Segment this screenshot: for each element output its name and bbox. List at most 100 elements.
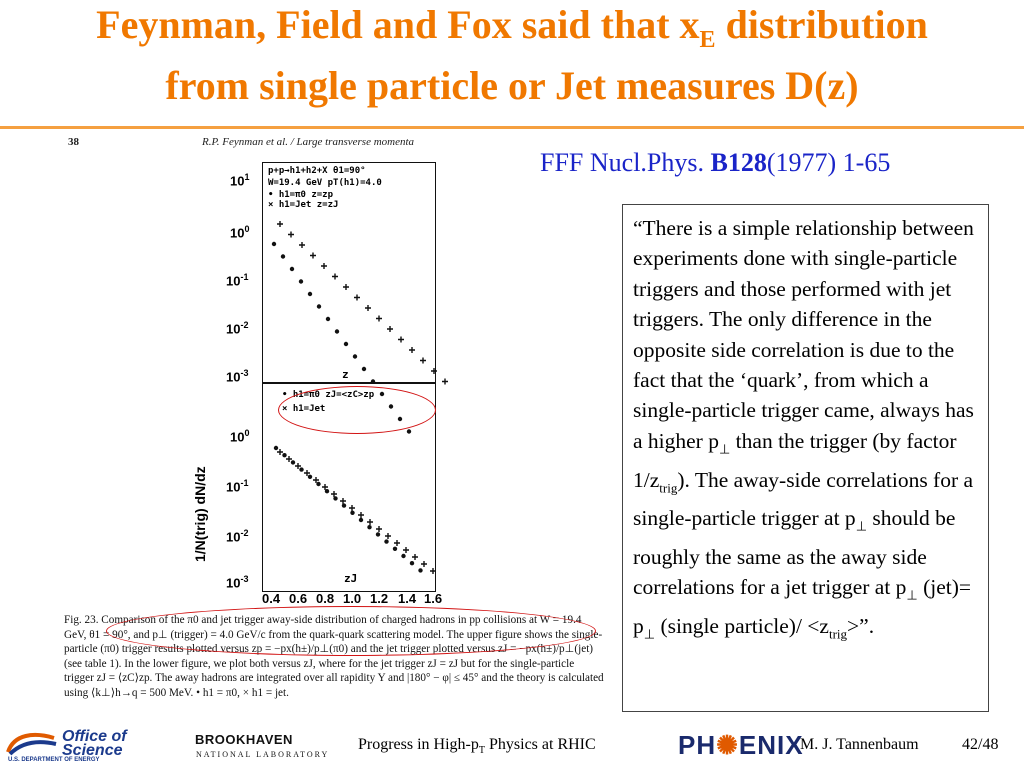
trig-subscript: trig	[828, 626, 848, 642]
legend-upper-4: × h1=Jet z=zJ	[268, 200, 339, 210]
data-point-dot	[325, 316, 331, 322]
quote-text: should be roughly the same as the away s…	[633, 506, 956, 600]
perp-symbol: ⊥	[855, 518, 868, 534]
citation-prefix: FFF Nucl.Phys.	[540, 148, 711, 177]
data-point-cross	[310, 252, 316, 259]
quote-text: (jet)= p	[633, 575, 972, 639]
data-point-dot	[392, 546, 398, 551]
legend-upper-2: W=19.4 GeV pT(h1)=4.0	[268, 178, 382, 188]
x-tick: 0.4	[262, 591, 281, 606]
data-point-cross	[313, 477, 319, 483]
y-tick: 10-1	[226, 272, 249, 289]
phenix-logo: PH✺ENIX	[678, 730, 804, 760]
data-point-cross	[442, 378, 448, 385]
upper-axis-note: z	[342, 368, 349, 381]
data-point-cross	[288, 231, 294, 238]
data-point-cross	[304, 470, 310, 476]
paper-page-number: 38	[68, 136, 79, 148]
data-point-cross	[354, 294, 360, 301]
data-point-cross	[295, 463, 301, 469]
data-point-cross	[332, 273, 338, 280]
data-point-dot	[401, 553, 406, 559]
data-point-cross	[365, 305, 371, 311]
title-text-1b: distribution	[715, 2, 928, 47]
data-point-cross	[376, 526, 382, 532]
data-point-cross	[385, 533, 391, 539]
data-point-dot	[307, 474, 313, 479]
data-point-cross	[322, 484, 328, 490]
data-point-dot	[333, 496, 338, 501]
data-point-dot	[418, 568, 423, 573]
data-point-dot	[409, 561, 415, 566]
data-point-dot	[361, 366, 367, 372]
quote-text: than the trigger (by factor 1/z	[633, 428, 957, 492]
data-point-dot	[350, 510, 355, 515]
data-point-dot	[375, 532, 381, 537]
y-tick: 100	[230, 428, 250, 445]
y-tick: 10-3	[226, 574, 249, 591]
y-tick: 10-2	[226, 528, 249, 545]
quote-text: >”.	[847, 614, 875, 639]
trig-subscript: trig	[659, 479, 678, 495]
upper-panel	[262, 162, 436, 384]
data-point-cross	[358, 512, 364, 518]
data-point-cross	[331, 491, 337, 497]
x-tick: 0.6	[289, 591, 308, 606]
title-line-1: Feynman, Field and Fox said that xE dist…	[0, 2, 1024, 63]
data-point-dot	[316, 304, 322, 309]
data-point-cross	[409, 347, 415, 353]
data-point-cross	[321, 263, 327, 269]
x-tick: 1.2	[370, 591, 389, 606]
y-tick: 10-3	[226, 368, 249, 385]
y-tick: 10-2	[226, 320, 249, 337]
data-point-cross	[420, 357, 426, 364]
data-point-cross	[299, 242, 305, 248]
data-point-cross	[349, 505, 355, 511]
data-point-cross	[387, 326, 393, 332]
x-tick: 1.0	[343, 591, 362, 606]
data-point-cross	[431, 368, 437, 374]
doe-text: Office of Science	[62, 728, 127, 759]
data-point-dot	[307, 291, 313, 297]
footer: Office of Science U.S. DEPARTMENT OF ENER…	[0, 728, 1024, 768]
data-point-dot	[367, 525, 372, 530]
quote-text: (single particle)/ <z	[655, 614, 829, 639]
data-point-dot	[273, 445, 279, 451]
perp-symbol: ⊥	[643, 626, 656, 642]
title-divider	[0, 126, 1024, 129]
page-number: 42/48	[962, 736, 999, 753]
x-tick: 1.6	[424, 591, 443, 606]
x-tick: 1.4	[398, 591, 417, 606]
doe-department: U.S. DEPARTMENT OF ENERGY	[8, 757, 100, 763]
quote-text: ). The away-side correlations for a sing…	[633, 467, 974, 531]
y-tick: 100	[230, 224, 250, 241]
data-point-cross	[421, 561, 427, 567]
citation: FFF Nucl.Phys. B128(1977) 1-65	[540, 148, 890, 178]
quote-box: “There is a simple relationship between …	[622, 204, 989, 712]
title-line-2: from single particle or Jet measures D(z…	[165, 63, 859, 108]
scanned-figure: 38 R.P. Feynman et al. / Large transvers…	[62, 132, 607, 730]
data-points	[271, 221, 448, 574]
data-point-cross	[343, 284, 349, 290]
data-point-cross	[286, 456, 292, 462]
perp-symbol: ⊥	[906, 587, 918, 603]
perp-symbol: ⊥	[718, 441, 731, 457]
data-point-dot	[324, 489, 330, 494]
data-point-dot	[282, 453, 287, 458]
highlight-oval-legend	[278, 386, 436, 434]
slide-title: Feynman, Field and Fox said that xE dist…	[0, 2, 1024, 109]
data-point-cross	[398, 336, 404, 343]
citation-suffix: (1977) 1-65	[766, 148, 891, 177]
y-tick: 101	[230, 172, 250, 189]
data-point-dot	[343, 341, 349, 347]
paper-header: R.P. Feynman et al. / Large transverse m…	[202, 136, 415, 148]
author: M. J. Tannenbaum	[800, 736, 919, 753]
highlight-oval-caption	[106, 606, 596, 656]
data-point-cross	[277, 449, 283, 455]
bnl-subtitle: NATIONAL LABORATORY	[196, 750, 330, 759]
data-point-dot	[289, 266, 295, 272]
title-subscript: E	[699, 27, 716, 53]
data-point-dot	[290, 460, 296, 465]
bnl-logo: BROOKHAVEN	[195, 732, 293, 747]
x-tick: 0.8	[316, 591, 335, 606]
